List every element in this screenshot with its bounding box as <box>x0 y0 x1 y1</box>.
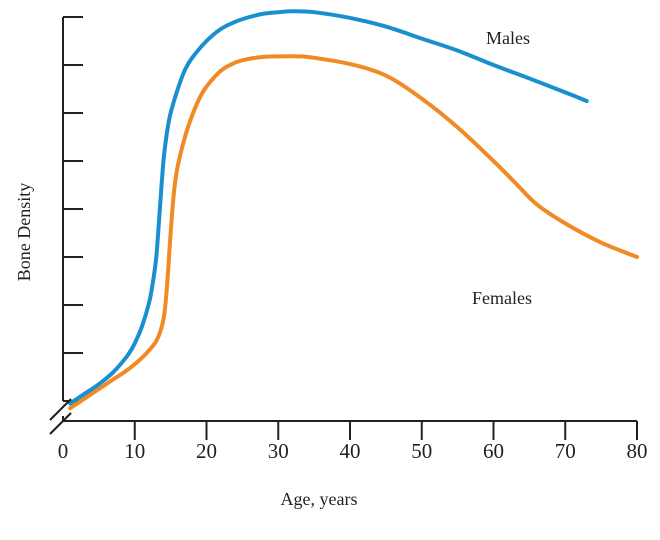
y-axis-label: Bone Density <box>14 183 34 282</box>
ticks-layer: 0 10 20 30 40 50 60 70 80 <box>58 16 648 463</box>
x-tick-label-70: 70 <box>555 439 576 463</box>
series-label-males: Males <box>486 28 530 48</box>
x-tick-label-20: 20 <box>196 439 217 463</box>
x-tick-label-30: 30 <box>268 439 289 463</box>
series-line-males <box>68 9 589 406</box>
series-layer <box>68 9 639 411</box>
axis-break-mark-2 <box>49 412 72 435</box>
series-line-females <box>68 54 639 411</box>
x-tick-label-0: 0 <box>58 439 69 463</box>
labels-layer: Bone Density Age, years Males Females <box>14 28 532 509</box>
axes-layer <box>49 17 637 435</box>
x-axis-label: Age, years <box>281 489 358 509</box>
x-tick-label-50: 50 <box>411 439 432 463</box>
x-tick-label-10: 10 <box>124 439 145 463</box>
axis-break-mark-1 <box>49 398 72 421</box>
series-label-females: Females <box>472 288 532 308</box>
x-tick-label-60: 60 <box>483 439 504 463</box>
x-tick-label-80: 80 <box>627 439 648 463</box>
x-tick-label-40: 40 <box>340 439 361 463</box>
